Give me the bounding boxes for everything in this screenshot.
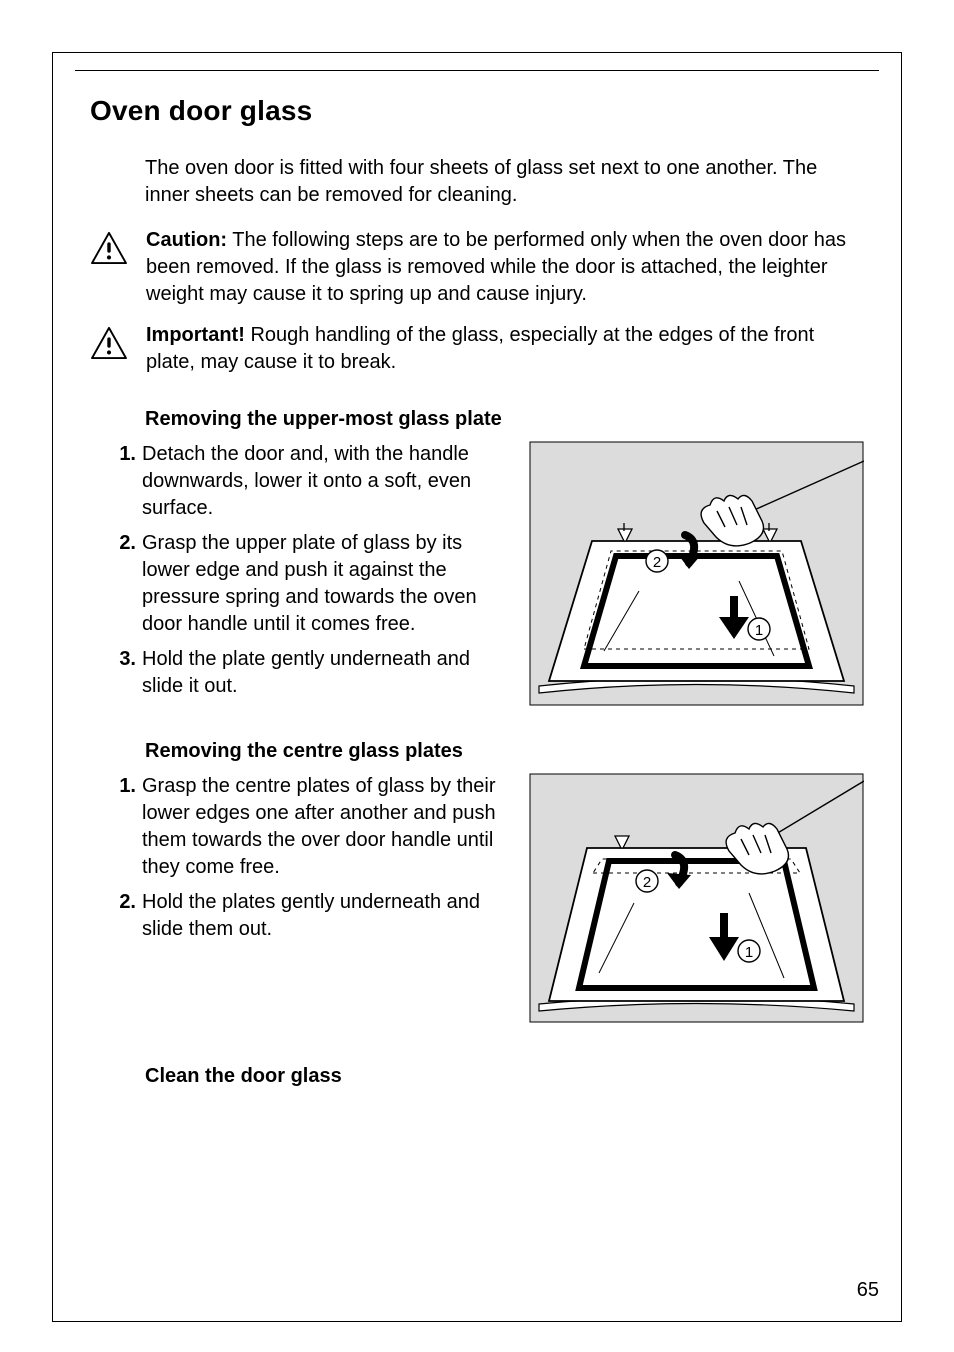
figure-1: 2 1 [529, 441, 864, 706]
figure2-label2: 2 [643, 874, 651, 891]
intro-paragraph: The oven door is fitted with four sheets… [145, 155, 864, 209]
figure1-label1: 1 [755, 622, 763, 639]
step-text: Grasp the upper plate of glass by its lo… [142, 530, 504, 638]
subheading-3: Clean the door glass [145, 1065, 864, 1088]
list-item: 1.Grasp the centre plates of glass by th… [112, 773, 504, 881]
content-area: Oven door glass The oven door is fitted … [90, 95, 864, 1098]
step-number: 1. [112, 773, 136, 881]
caution-label: Caution: [146, 229, 227, 251]
list-item: 1.Detach the door and, with the handle d… [112, 441, 504, 522]
step-text: Grasp the centre plates of glass by thei… [142, 773, 504, 881]
page-number: 65 [857, 1279, 879, 1302]
caution-text: Caution: The following steps are to be p… [146, 227, 864, 308]
subheading-1: Removing the upper-most glass plate [145, 408, 864, 431]
section-title: Oven door glass [90, 95, 864, 127]
section1-steps: 1.Detach the door and, with the handle d… [112, 441, 504, 708]
important-text: Important! Rough handling of the glass, … [146, 322, 864, 376]
list-item: 2.Grasp the upper plate of glass by its … [112, 530, 504, 638]
step-number: 2. [112, 530, 136, 638]
step-text: Hold the plates gently underneath and sl… [142, 889, 504, 943]
important-label: Important! [146, 324, 245, 346]
section2-row: 1.Grasp the centre plates of glass by th… [90, 773, 864, 1023]
subheading-2: Removing the centre glass plates [145, 740, 864, 763]
step-number: 1. [112, 441, 136, 522]
figure2-label1: 1 [745, 944, 753, 961]
figure-2: 2 1 [529, 773, 864, 1023]
section1-row: 1.Detach the door and, with the handle d… [90, 441, 864, 708]
header-rule [75, 70, 879, 71]
caution-block: Caution: The following steps are to be p… [90, 227, 864, 308]
important-triangle-icon [90, 326, 128, 360]
step-number: 2. [112, 889, 136, 943]
step-text: Hold the plate gently underneath and sli… [142, 646, 504, 700]
list-item: 3.Hold the plate gently underneath and s… [112, 646, 504, 700]
step-text: Detach the door and, with the handle dow… [142, 441, 504, 522]
caution-body: The following steps are to be performed … [146, 229, 846, 305]
important-block: Important! Rough handling of the glass, … [90, 322, 864, 376]
caution-triangle-icon [90, 231, 128, 265]
important-body: Rough handling of the glass, especially … [146, 324, 814, 373]
figure1-label2: 2 [653, 554, 661, 571]
list-item: 2.Hold the plates gently underneath and … [112, 889, 504, 943]
section2-steps: 1.Grasp the centre plates of glass by th… [112, 773, 504, 951]
step-number: 3. [112, 646, 136, 700]
